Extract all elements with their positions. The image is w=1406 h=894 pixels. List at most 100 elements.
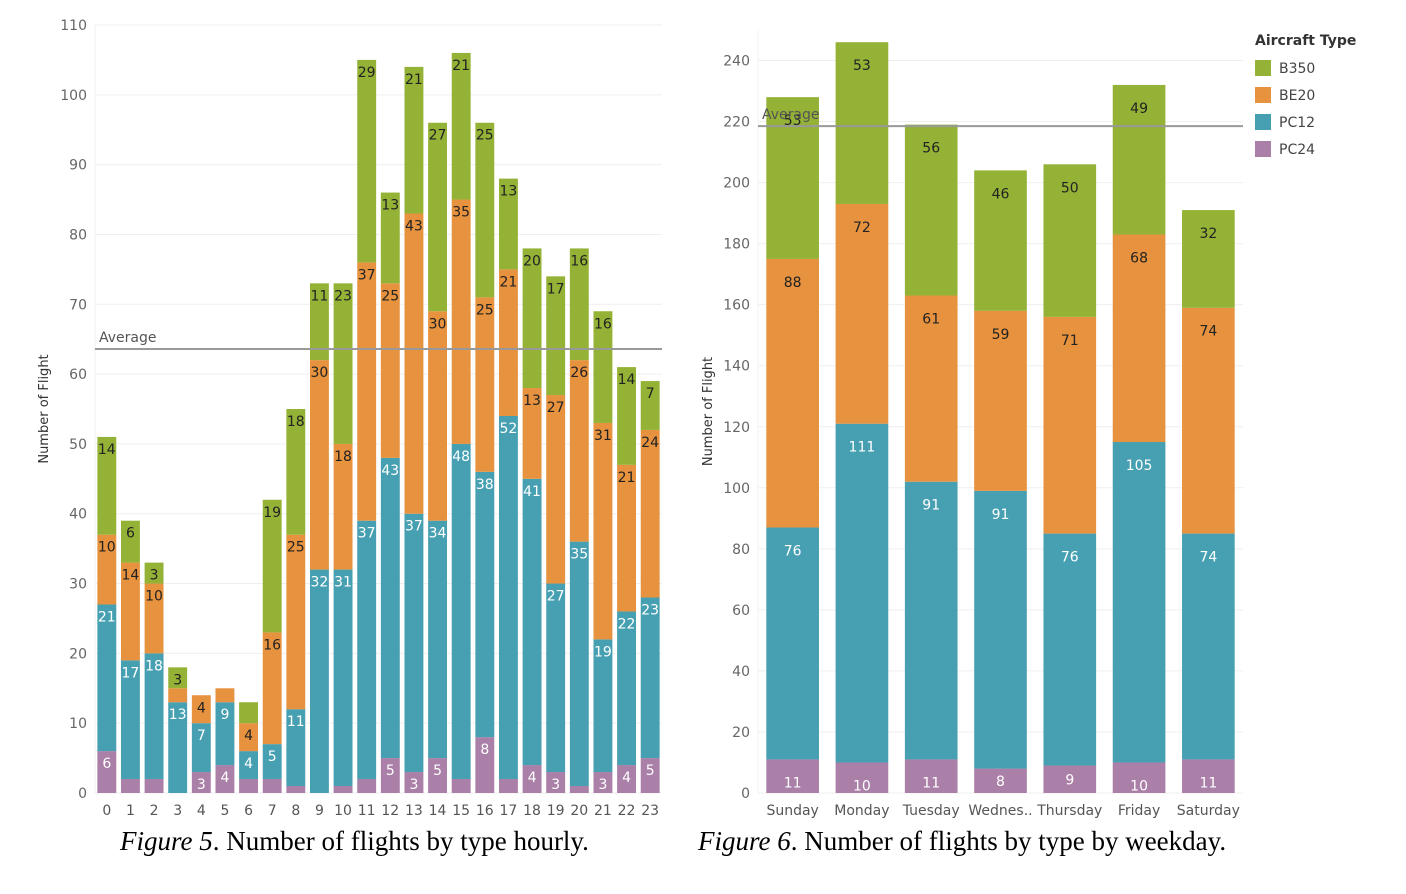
legend-item-pc24: PC24 — [1279, 142, 1315, 158]
c1-bar-13-be20 — [404, 213, 424, 514]
c2-bar-wednes-b350 — [974, 170, 1027, 311]
c2-label-monday-be20: 72 — [853, 220, 871, 236]
c1-bar-11-b350 — [357, 59, 377, 263]
c2-label-saturday-pc24: 11 — [1199, 775, 1217, 791]
c1-bar-2-pc24 — [144, 779, 164, 793]
c1-bar-12-b350 — [380, 192, 400, 284]
c1-label-2-pc12: 18 — [145, 658, 163, 674]
c1-bar-1-be20 — [120, 562, 140, 661]
c1-label-9-pc12: 32 — [311, 575, 329, 591]
c1-label-19-pc12: 27 — [547, 589, 565, 605]
c2-label-thursday-pc12: 76 — [1061, 550, 1079, 566]
weekday-flights-chart: 0 20 40 60 80 100 120 140 160 180 200 220 240 Number … — [701, 30, 1356, 819]
c1-bar-17-pc24 — [498, 779, 518, 793]
c1-bar-3-be20 — [168, 688, 188, 703]
c1-label-4-pc12: 7 — [197, 728, 206, 744]
c1-bar-17-b350 — [498, 178, 518, 270]
c1-bar-4-be20 — [191, 695, 211, 724]
c2-bar-saturday-pc24 — [1182, 759, 1235, 793]
c1-bar-16-pc12 — [475, 471, 495, 738]
c1-label-8-b350: 18 — [287, 414, 305, 430]
c2-y-tick-20: 20 — [732, 725, 750, 741]
c1-bar-20-pc12 — [569, 541, 589, 787]
c1-bar-9-pc12 — [309, 569, 329, 793]
c1-average-label: Average — [99, 330, 157, 346]
c1-y-tick-20: 20 — [69, 646, 87, 662]
legend-swatch-pc12 — [1255, 114, 1271, 130]
c1-bar-8-pc12 — [286, 709, 306, 787]
c2-label-saturday-b350: 32 — [1199, 226, 1217, 242]
c1-label-19-be20: 27 — [547, 400, 565, 416]
c1-label-9-be20: 30 — [311, 365, 329, 381]
c1-label-23-pc12: 23 — [641, 603, 659, 619]
c1-bar-6-pc24 — [239, 779, 259, 793]
c2-bar-sunday-b350 — [766, 97, 819, 259]
c1-bar-16-b350 — [475, 122, 495, 298]
c1-label-15-b350: 21 — [452, 58, 470, 74]
c1-label-7-pc12: 5 — [268, 749, 277, 765]
c1-label-8-pc12: 11 — [287, 714, 305, 730]
c1-label-1-be20: 14 — [122, 568, 140, 584]
c1-bar-15-be20 — [451, 199, 471, 444]
c1-x-tick-23: 23 — [641, 803, 659, 819]
c1-label-12-pc24: 5 — [386, 763, 395, 779]
c2-bar-friday-pc24 — [1112, 762, 1166, 793]
c1-label-13-pc24: 3 — [409, 777, 418, 793]
c2-label-monday-b350: 53 — [853, 58, 871, 74]
c2-bar-wednes-be20 — [974, 310, 1027, 491]
c1-label-11-b350: 29 — [358, 65, 376, 81]
c1-bar-19-pc12 — [546, 583, 566, 773]
c1-bar-14-pc12 — [428, 520, 448, 759]
c2-bar-thursday-b350 — [1043, 164, 1097, 317]
c1-x-tick-8: 8 — [291, 803, 300, 819]
c1-y-tick-10: 10 — [69, 716, 87, 732]
c2-label-thursday-pc24: 9 — [1065, 772, 1074, 788]
c2-bar-tuesday-pc12 — [904, 481, 958, 760]
c1-label-22-pc12: 22 — [618, 616, 636, 632]
c1-label-18-pc24: 4 — [528, 770, 537, 786]
c1-label-5-pc24: 4 — [220, 770, 229, 786]
c2-bar-monday-b350 — [835, 42, 889, 204]
c1-x-tick-21: 21 — [594, 803, 612, 819]
c1-bar-22-pc24 — [617, 765, 637, 793]
c1-x-tick-10: 10 — [334, 803, 352, 819]
c2-x-tick-wednes: Wednes.. — [968, 803, 1032, 819]
c1-bar-19-pc24 — [546, 772, 566, 793]
c1-label-17-be20: 21 — [500, 274, 518, 290]
c1-bar-5-pc12 — [215, 702, 235, 766]
c2-y-tick-180: 180 — [723, 237, 750, 253]
c2-x-tick-monday: Monday — [834, 803, 889, 819]
c1-x-tick-16: 16 — [476, 803, 494, 819]
c1-label-3-b350: 3 — [173, 672, 182, 688]
c1-bar-0-pc24 — [97, 751, 117, 793]
c2-label-wednes-be20: 59 — [992, 327, 1010, 343]
c2-bar-tuesday-pc24 — [904, 759, 958, 793]
c1-bar-14-pc24 — [428, 758, 448, 793]
legend-item-b350: B350 — [1279, 61, 1315, 77]
c1-bar-23-b350 — [640, 381, 660, 430]
c2-label-wednes-b350: 46 — [992, 186, 1010, 202]
c1-label-15-pc12: 48 — [452, 449, 470, 465]
c2-y-tick-140: 140 — [723, 359, 750, 375]
c1-bar-23-pc24 — [640, 758, 660, 793]
c2-bar-saturday-pc12 — [1182, 533, 1235, 760]
c1-label-16-pc24: 8 — [480, 742, 489, 758]
c1-label-14-pc24: 5 — [433, 763, 442, 779]
c1-label-20-pc12: 35 — [570, 547, 588, 563]
legend-swatch-pc24 — [1255, 141, 1271, 157]
c2-x-tick-tuesday: Tuesday — [902, 803, 960, 819]
c1-y-tick-0: 0 — [78, 786, 87, 802]
c1-y-axis-label: Number of Flight — [37, 354, 52, 463]
c1-bar-1-pc24 — [120, 779, 140, 793]
c1-bar-4-pc12 — [191, 723, 211, 773]
c2-y-axis-label: Number of Flight — [701, 357, 716, 466]
c2-label-friday-be20: 68 — [1130, 250, 1148, 266]
figure-5-text: . Number of flights by type hourly. — [212, 826, 589, 856]
c1-y-tick-90: 90 — [69, 158, 87, 174]
c2-label-saturday-be20: 74 — [1199, 324, 1217, 340]
c1-bar-6-be20 — [239, 723, 259, 752]
c1-x-tick-11: 11 — [358, 803, 376, 819]
legend-swatch-b350 — [1255, 60, 1271, 76]
c1-bar-20-b350 — [569, 248, 589, 361]
c1-bar-18-pc24 — [522, 765, 542, 793]
